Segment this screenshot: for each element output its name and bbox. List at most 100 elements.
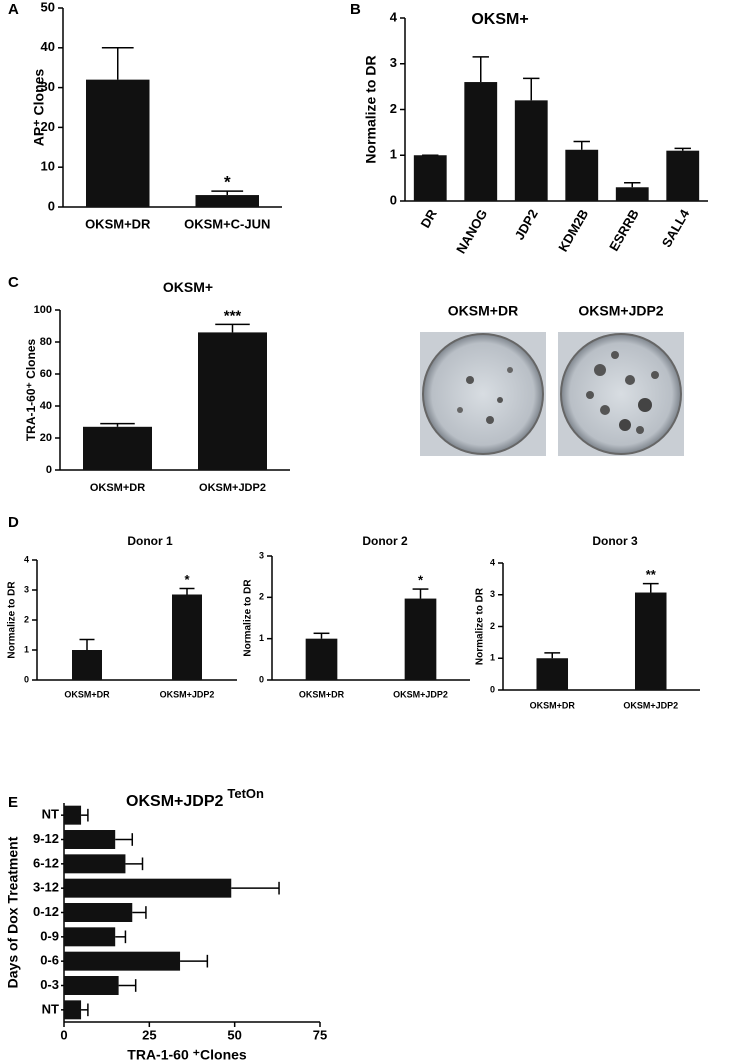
chart-title-text: OKSM+JDP2 [126, 793, 223, 810]
bar [634, 592, 667, 690]
chart-title-superscript: TetOn [227, 786, 264, 801]
significance-label: ** [646, 567, 657, 582]
y-tick-label: 3-12 [33, 880, 59, 895]
y-axis-label: Days of Dox Treatment [5, 836, 21, 988]
y-tick-label: 40 [40, 400, 52, 412]
y-tick-label: NT [42, 1001, 59, 1016]
bar [64, 854, 126, 874]
x-tick-label: OKSM+DR [85, 216, 151, 231]
bar [565, 149, 599, 201]
y-tick-label: 0 [390, 192, 397, 207]
y-tick-label: 10 [41, 159, 55, 174]
y-tick-label: 2 [390, 101, 397, 116]
y-tick-label: 60 [40, 368, 52, 380]
y-axis-label: Normalize to DR [7, 581, 18, 659]
y-tick-label: 30 [41, 79, 55, 94]
x-tick-label: OKSM+JDP2 [393, 689, 448, 699]
y-axis-label: Normalize to DR [243, 579, 254, 657]
x-tick-label: KDM2B [555, 207, 591, 255]
y-tick-label: 4 [490, 557, 495, 567]
y-tick-label: 0 [259, 674, 264, 684]
bar [83, 426, 152, 470]
y-tick-label: 40 [41, 39, 55, 54]
bar [72, 650, 102, 680]
y-tick-label: NT [42, 807, 59, 822]
bar [666, 150, 700, 201]
x-axis-label: TRA-1-60 ⁺Clones [127, 1047, 247, 1063]
x-tick-label: JDP2 [512, 207, 541, 243]
bar [404, 598, 437, 680]
significance-label: * [224, 173, 231, 192]
y-axis-label: TRA-1-60⁺ Clones [24, 339, 38, 442]
bar [85, 79, 150, 207]
bar [536, 658, 569, 690]
y-axis-label: AP⁺ Clones [31, 69, 47, 147]
bar [615, 187, 649, 201]
bar [514, 100, 548, 201]
y-tick-label: 1 [259, 633, 264, 643]
y-tick-label: 3 [490, 589, 495, 599]
y-tick-label: 3 [24, 584, 29, 594]
chart-title: Donor 3 [592, 534, 638, 548]
y-tick-label: 2 [259, 592, 264, 602]
x-tick-label: OKSM+DR [530, 700, 576, 710]
bar [64, 903, 133, 922]
significance-label: *** [224, 307, 242, 324]
y-tick-label: 20 [40, 432, 52, 444]
chart-title: OKSM+ [163, 279, 213, 295]
y-tick-label: 0-9 [40, 928, 59, 943]
x-tick-label: NANOG [453, 207, 490, 256]
bar [64, 976, 119, 995]
y-tick-label: 1 [24, 644, 29, 654]
x-tick-label: OKSM+DR [64, 689, 110, 699]
panel-letter: B [350, 1, 361, 18]
x-tick-label: 50 [227, 1027, 241, 1042]
photo-label: OKSM+DR [448, 303, 518, 319]
y-tick-label: 0 [490, 684, 495, 694]
y-tick-label: 0-3 [40, 977, 59, 992]
x-tick-label: DR [417, 206, 440, 230]
x-tick-label: OKSM+C-JUN [184, 216, 270, 231]
photo-jdp2: OKSM+JDP2 [558, 303, 684, 456]
panel-letter: E [8, 794, 18, 811]
photo-label: OKSM+JDP2 [578, 303, 663, 319]
y-tick-label: 50 [41, 0, 55, 14]
y-tick-label: 80 [40, 336, 52, 348]
y-tick-label: 0 [24, 674, 29, 684]
y-tick-label: 9-12 [33, 831, 59, 846]
y-tick-label: 20 [41, 119, 55, 134]
bar [64, 927, 116, 947]
bar [195, 195, 260, 207]
y-tick-label: 0 [46, 464, 52, 476]
bar [413, 155, 447, 201]
x-tick-label: OKSM+DR [299, 689, 345, 699]
chart-title-text: OKSM+ [163, 279, 213, 295]
y-tick-label: 1 [490, 653, 495, 663]
photo-dr: OKSM+DR [420, 303, 546, 456]
chart-title: Donor 2 [362, 534, 408, 548]
chart-title: OKSM+JDP2 TetOn [126, 786, 264, 810]
bar [198, 332, 267, 470]
y-tick-label: 2 [490, 621, 495, 631]
x-tick-label: SALL4 [659, 206, 693, 250]
panel-letter: C [8, 274, 19, 291]
y-tick-label: 6-12 [33, 855, 59, 870]
bar [64, 805, 82, 825]
y-tick-label: 4 [24, 554, 29, 564]
y-axis-label: Normalize to DR [363, 55, 379, 163]
x-tick-label: OKSM+JDP2 [623, 700, 678, 710]
bar [64, 830, 116, 849]
y-tick-label: 3 [259, 550, 264, 560]
y-tick-label: 0-6 [40, 953, 59, 968]
panel-letter: A [8, 1, 19, 18]
y-tick-label: 4 [390, 9, 398, 24]
bar [64, 1000, 82, 1020]
panel-letter: D [8, 514, 19, 531]
bar [172, 594, 202, 680]
bar [64, 878, 232, 898]
chart-title-text: Donor 3 [592, 534, 638, 548]
x-tick-label: ESRRB [606, 207, 642, 254]
chart-title: Donor 1 [127, 534, 173, 548]
bar [64, 951, 181, 971]
